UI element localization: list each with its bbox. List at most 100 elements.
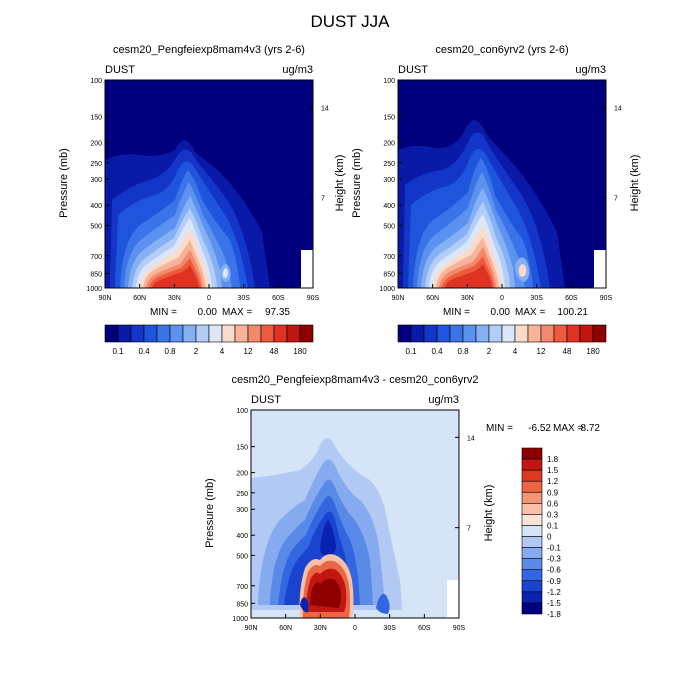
ytick-label: 250 <box>236 491 248 498</box>
colorbar-swatch <box>208 324 223 343</box>
colorbar-label: 1.2 <box>547 477 559 486</box>
colorbar-label: 0.3 <box>547 510 559 519</box>
ytick-label: 850 <box>236 601 248 608</box>
xtick-label: 90N <box>99 295 112 302</box>
xtick-label: 30S <box>530 295 543 302</box>
ytick-label: 150 <box>236 445 248 452</box>
colorbar-swatch <box>566 324 581 343</box>
colorbar-label: 0.8 <box>457 347 469 356</box>
colorbar-label: 180 <box>293 347 307 356</box>
panel-diff-colorbar: 1.8 1.5 1.2 0.9 0.6 0.3 0.1 0 -0.1 -0.3 -0.6 -0.9 -1… <box>521 447 561 619</box>
colorbar-swatch <box>234 324 249 343</box>
panel-diff-title: cesm20_Pengfeiexp8mam4v3 - cesm20_con6yr… <box>231 374 478 386</box>
panel-exp-plot: 100 150 200 250 300 400 500 700 850 1000 90N 60N 30… <box>86 78 328 302</box>
panel-diff-max-label: MAX = <box>553 423 583 434</box>
ytick-label: 700 <box>90 254 102 261</box>
colorbar-swatch <box>143 324 158 343</box>
colorbar-label: 1.5 <box>547 466 559 475</box>
ytick-label: 850 <box>90 271 102 278</box>
panel-exp-title: cesm20_Pengfeiexp8mam4v3 (yrs 2-6) <box>113 44 305 56</box>
xtick-label: 60N <box>133 295 146 302</box>
colorbar-swatch <box>521 458 543 471</box>
colorbar-label: 0.1 <box>112 347 124 356</box>
panel-diff-fill-n8 <box>376 593 390 614</box>
panel-exp-xticks: 90N 60N 30N 0 30S 60S 90S <box>99 284 320 302</box>
ytick-label: 200 <box>236 471 248 478</box>
panel-diff-left-label: DUST <box>251 394 281 406</box>
colorbar-label: 180 <box>586 347 600 356</box>
colorbar-label: -1.2 <box>547 588 561 597</box>
y2tick-label: 14 <box>321 105 329 112</box>
colorbar-swatch <box>553 324 568 343</box>
panel-diff-y2label: Height (km) <box>483 485 495 542</box>
ytick-label: 1000 <box>232 616 248 623</box>
colorbar-swatch <box>521 602 543 615</box>
panel-ctl-y2ticks: 14 7 <box>602 105 622 203</box>
panel-diff: cesm20_Pengfeiexp8mam4v3 - cesm20_con6yr… <box>204 374 600 632</box>
colorbar-swatch <box>299 324 314 343</box>
panel-exp-y2label: Height (km) <box>334 155 346 212</box>
panel-diff-plot: 100 150 200 250 300 400 500 700 850 1000 90N 60N 30… <box>232 408 474 632</box>
colorbar-swatch <box>169 324 184 343</box>
xtick-label: 30S <box>237 295 250 302</box>
panel-ctl-max-label: MAX = <box>515 307 545 318</box>
colorbar-swatch <box>521 547 543 559</box>
colorbar-label: 12 <box>537 347 546 356</box>
colorbar-swatch <box>410 324 425 343</box>
panel-ctl-min-label: MIN = <box>443 307 470 318</box>
colorbar-label: -1.5 <box>547 599 561 608</box>
panel-ctl: cesm20_con6yrv2 (yrs 2-6) DUST ug/m3 Pre… <box>351 44 641 356</box>
colorbar-swatch <box>527 324 542 343</box>
xtick-label: 90N <box>245 625 258 632</box>
ytick-label: 500 <box>90 223 102 230</box>
panel-exp-colorbar: 0.1 0.4 0.8 2 4 12 48 180 <box>104 324 314 356</box>
colorbar-swatch <box>156 324 171 343</box>
colorbar-label: 0.1 <box>405 347 417 356</box>
colorbar-swatch <box>397 324 412 343</box>
panel-diff-y2ticks: 14 7 <box>455 435 475 533</box>
panel-diff-min: -6.52 <box>528 423 551 434</box>
ytick-label: 100 <box>90 78 102 85</box>
xtick-label: 60N <box>279 625 292 632</box>
colorbar-label: 0.4 <box>431 347 443 356</box>
xtick-label: 30S <box>383 625 396 632</box>
colorbar-swatch <box>521 469 543 482</box>
colorbar-label: 4 <box>220 347 225 356</box>
xtick-label: 90S <box>307 295 320 302</box>
panel-ctl-min: 0.00 <box>491 307 511 318</box>
panel-diff-max: 8.72 <box>581 423 601 434</box>
xtick-label: 90S <box>600 295 613 302</box>
colorbar-label: 0.9 <box>547 488 559 497</box>
panel-ctl-left-label: DUST <box>398 64 428 76</box>
colorbar-label: -0.3 <box>547 555 561 564</box>
colorbar-swatch <box>579 324 594 343</box>
xtick-label: 90N <box>392 295 405 302</box>
colorbar-label: 12 <box>244 347 253 356</box>
ytick-label: 400 <box>383 203 395 210</box>
colorbar-swatch <box>104 324 119 343</box>
colorbar-label: 4 <box>513 347 518 356</box>
panel-diff-fill-n7 <box>300 597 309 613</box>
colorbar-label: 0.8 <box>164 347 176 356</box>
panel-ctl-fill-patch2 <box>518 264 527 277</box>
colorbar-label: -0.9 <box>547 577 561 586</box>
ytick-label: 300 <box>90 177 102 184</box>
colorbar-swatch <box>195 324 210 343</box>
colorbar-swatch <box>182 324 197 343</box>
colorbar-label: 48 <box>270 347 279 356</box>
colorbar-label: -1.8 <box>547 610 561 619</box>
panel-ctl-max: 100.21 <box>557 307 588 318</box>
panel-ctl-title: cesm20_con6yrv2 (yrs 2-6) <box>435 44 568 56</box>
panel-diff-min-label: MIN = <box>486 423 513 434</box>
xtick-label: 60N <box>426 295 439 302</box>
y2tick-label: 7 <box>321 196 325 203</box>
colorbar-swatch <box>273 324 288 343</box>
xtick-label: 0 <box>207 295 211 302</box>
colorbar-label: -0.6 <box>547 566 561 575</box>
panel-ctl-plot: 100 150 200 250 300 400 500 700 850 1000 90N 60N 30… <box>379 78 621 302</box>
colorbar-swatch <box>521 491 543 504</box>
xtick-label: 0 <box>353 625 357 632</box>
panel-diff-ylabel: Pressure (mb) <box>204 478 216 548</box>
ytick-label: 300 <box>383 177 395 184</box>
